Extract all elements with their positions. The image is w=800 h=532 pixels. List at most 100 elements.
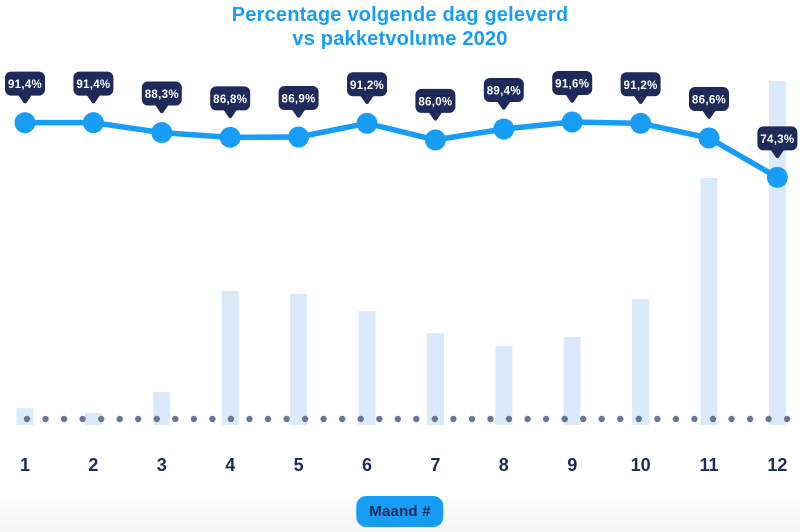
baseline-dot — [98, 415, 105, 423]
baseline-dot — [209, 415, 216, 423]
volume-bar-month-5 — [290, 293, 308, 425]
value-badge-pointer — [223, 109, 238, 119]
baseline-dot — [709, 415, 717, 423]
volume-bar-month-6 — [358, 311, 376, 425]
baseline-dot — [79, 415, 86, 423]
baseline-dot — [431, 415, 439, 423]
baseline-dot — [23, 415, 31, 423]
value-badge-pointer — [86, 94, 101, 104]
x-axis-label-6: 6 — [362, 455, 372, 475]
value-badge-month-8 — [483, 78, 524, 103]
baseline-dot — [487, 415, 494, 423]
baseline-dot — [542, 415, 550, 423]
line-marker-month-1 — [14, 112, 36, 134]
x-axis-title: Maand # — [369, 503, 431, 520]
baseline-dot — [153, 415, 160, 423]
baseline-dot — [617, 415, 624, 423]
baseline-dot — [765, 415, 772, 423]
x-axis-label-11: 11 — [699, 455, 718, 475]
value-badge-month-7 — [415, 88, 456, 113]
baseline-dot — [468, 415, 476, 423]
line-marker-month-6 — [356, 112, 378, 134]
combo-chart: 91,4% 91,4% 88,3% 86,8% 86,9% 91,2% 86,0% 89,4%… — [5, 71, 798, 475]
value-badge-pointer — [291, 109, 306, 118]
baseline-dot — [60, 415, 68, 423]
line-marker-month-8 — [493, 118, 515, 140]
line-marker-month-9 — [561, 111, 583, 133]
baseline-dot — [654, 415, 661, 423]
value-badge-pointer — [770, 149, 785, 159]
x-axis-label-2: 2 — [88, 455, 98, 475]
baseline-dot — [227, 415, 235, 423]
line-marker-month-7 — [424, 129, 446, 151]
volume-bar-month-12 — [768, 81, 786, 425]
line-marker-month-5 — [288, 126, 310, 148]
value-badge-pointer — [360, 95, 374, 105]
value-badge-month-9 — [552, 71, 593, 95]
line-marker-month-2 — [82, 112, 104, 134]
line-marker-month-12 — [766, 166, 788, 188]
value-badge-pointer — [633, 95, 648, 105]
value-badge-label: 86,6% — [692, 95, 726, 107]
volume-bar-month-4 — [221, 290, 239, 425]
baseline-dot — [450, 415, 457, 423]
baseline-dot — [505, 415, 513, 423]
value-badge-label: 91,2% — [350, 80, 384, 92]
baseline-dot — [524, 415, 531, 423]
value-badge-pointer — [18, 94, 32, 104]
baseline-dot — [357, 415, 364, 423]
baseline-dot — [635, 415, 642, 423]
baseline-dot — [246, 415, 253, 423]
x-axis-label-4: 4 — [225, 455, 235, 475]
baseline-dot — [394, 415, 401, 423]
volume-bar-month-11 — [700, 178, 718, 425]
baseline-dot — [580, 415, 587, 423]
value-badge-label: 74,3% — [760, 134, 794, 146]
value-badge-month-12 — [757, 126, 798, 151]
value-badge-label: 91,2% — [624, 80, 658, 92]
baseline-dot — [691, 415, 698, 423]
value-badge-month-6 — [347, 72, 387, 97]
value-badge-label: 88,3% — [145, 89, 179, 101]
value-badge-month-11 — [689, 87, 729, 111]
value-badge-pointer — [154, 104, 169, 114]
volume-bar-month-7 — [426, 333, 444, 425]
volume-bar-month-9 — [563, 336, 581, 425]
line-marker-month-3 — [151, 122, 173, 144]
value-badge-label: 86,0% — [418, 96, 452, 108]
line-marker-month-11 — [698, 127, 720, 149]
volume-bar-month-10 — [632, 299, 650, 425]
baseline-dot — [598, 415, 605, 423]
x-axis-label-5: 5 — [294, 455, 304, 475]
baseline-dot — [301, 415, 309, 423]
value-badge-label: 91,6% — [555, 79, 589, 91]
x-axis-label-10: 10 — [631, 455, 651, 475]
baseline-dot — [283, 415, 290, 423]
percentage-line — [22, 119, 781, 181]
value-badge-label: 89,4% — [487, 86, 521, 98]
baseline-dot — [320, 415, 327, 423]
baseline-dot — [264, 415, 272, 423]
volume-bar-month-2 — [84, 412, 102, 425]
value-badge-pointer — [565, 94, 580, 103]
x-axis-label-1: 1 — [20, 455, 30, 475]
x-axis-label-7: 7 — [430, 455, 440, 475]
baseline-dot — [190, 415, 198, 423]
x-axis-label-8: 8 — [499, 455, 509, 475]
chart-title-line2: vs pakketvolume 2020 — [292, 28, 508, 50]
baseline-dot — [746, 415, 754, 423]
baseline-dot — [783, 415, 791, 423]
value-badge-month-2 — [73, 71, 114, 96]
baseline-dot — [172, 415, 179, 423]
value-badge-label: 91,4% — [8, 79, 42, 91]
value-badge-month-5 — [278, 86, 319, 111]
value-badge-label: 86,8% — [213, 94, 247, 106]
value-badge-month-4 — [210, 86, 251, 111]
baseline-dot — [672, 415, 680, 423]
baseline-dot — [728, 415, 735, 423]
baseline-dot — [135, 415, 142, 423]
baseline-dot — [561, 415, 568, 423]
value-badge-pointer — [702, 110, 716, 119]
line-marker-month-4 — [219, 126, 241, 148]
